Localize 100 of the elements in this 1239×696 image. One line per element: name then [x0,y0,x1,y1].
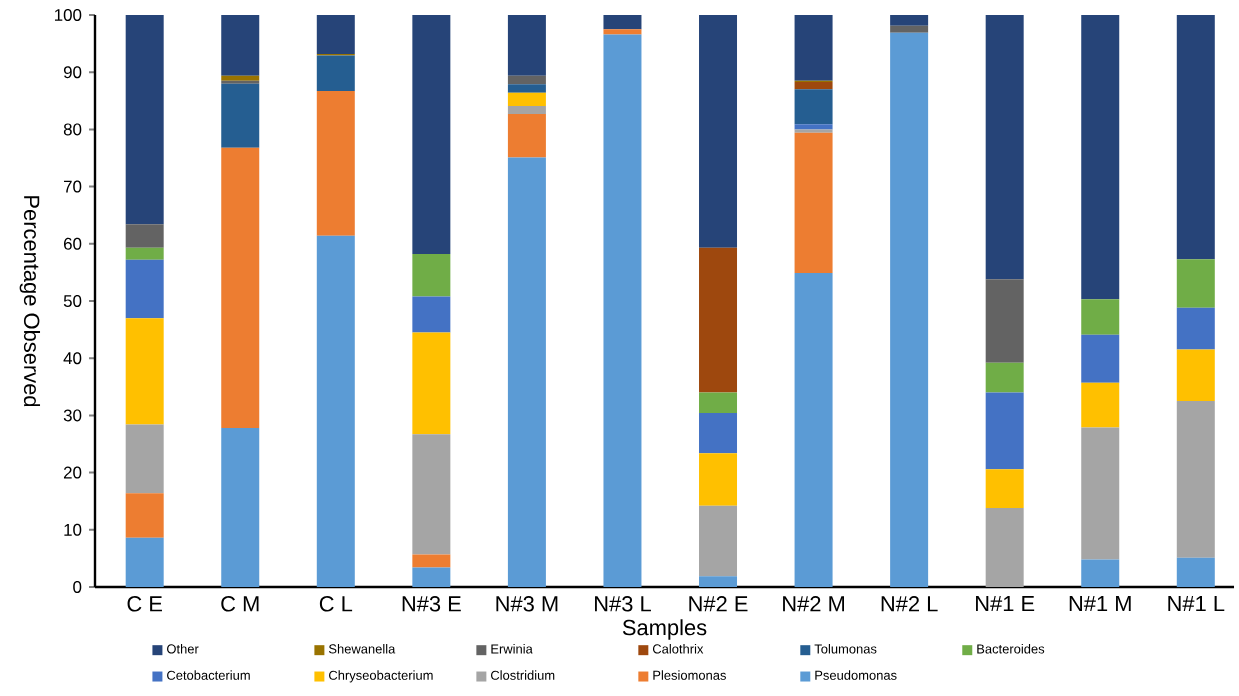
bar [412,554,451,568]
bar [1081,559,1120,587]
x-tick-label: C E [127,596,162,612]
x-tick-label: N#2 L [881,596,938,612]
bar [794,124,833,130]
y-tick-label: 60 [64,237,82,250]
bar [699,576,738,587]
bar [699,413,738,454]
legend-label: Clostridium [491,670,555,680]
bar [985,508,1024,587]
bar [125,14,164,225]
x-tick-label: N#3 M [496,596,558,612]
bar [985,362,1024,393]
bar [412,567,451,587]
y-tick-label: 40 [63,352,82,365]
x-tick-label: C M [221,596,259,612]
bar [1176,401,1215,558]
bar [507,92,546,106]
bar [603,29,642,35]
bar [125,424,164,494]
bar [603,34,642,587]
bar [412,434,451,555]
bar [507,75,546,85]
bar [316,235,355,587]
bar [412,254,451,297]
legend-label: Tolumonas [814,644,877,654]
y-tick-label: 90 [63,66,82,79]
bar [125,318,164,425]
bar [699,14,738,248]
x-tick-label: N#2 M [783,596,844,612]
bar [985,469,1024,509]
y-tick-label: 0 [73,581,82,593]
legend-label: Bacteroides [977,644,1045,654]
bar [1176,307,1215,350]
bar [699,453,738,506]
bar [507,14,546,76]
legend-label: Calothrix [652,644,704,654]
legend-label: Chryseobacterium [329,670,433,683]
bar [221,427,260,587]
x-tick-label: C L [319,596,353,612]
bar [699,392,738,414]
bar [221,80,260,84]
bar [985,392,1024,470]
legend-label: Cetobacterium [167,670,250,680]
bar [221,14,260,76]
x-tick-label: N#2 E [689,596,748,612]
y-tick-label: 80 [63,123,82,136]
legend-label: Erwinia [491,644,533,654]
bar [794,89,833,125]
x-tick-label: N#1 E [976,596,1035,612]
legend-label: Other [167,644,199,654]
bar [1081,427,1120,560]
bar [1081,382,1120,428]
bar [507,113,546,158]
bar [412,14,451,255]
x-tick-label: N#3 L [595,596,651,612]
bar [221,75,260,81]
bar [316,55,355,92]
bar [603,14,642,30]
bar [1176,349,1215,402]
bar [125,247,164,260]
x-axis-title: Samples [622,619,707,640]
y-tick-label: 20 [63,466,82,479]
bar [890,25,929,33]
bar [1081,14,1120,300]
bar [507,157,546,587]
bar [1081,299,1120,335]
y-tick-label: 50 [63,295,82,307]
bar [985,279,1024,363]
y-tick-label: 30 [63,409,82,422]
bar [1176,14,1215,260]
bar [794,272,833,587]
bar [794,129,833,133]
bar [125,493,164,538]
bar [699,247,738,393]
bar [412,332,451,435]
bar [699,505,738,577]
bar [125,259,164,319]
x-tick-label: N#1 L [1168,596,1225,612]
legend-label: Plesiomonas [653,670,726,680]
legend-label: Shewanella [328,644,396,654]
bar [507,84,546,93]
bar [890,14,929,26]
x-tick-label: N#3 E [402,596,461,612]
x-tick-label: N#1 M [1069,596,1131,612]
bar [890,32,929,587]
bar [125,537,164,587]
bar [794,132,833,273]
bar [125,224,164,248]
bar [1176,557,1215,587]
bar [1176,259,1215,308]
bar [221,147,260,428]
bar [985,14,1024,280]
bar [1081,334,1120,383]
y-tick-label: 10 [64,523,82,536]
bar [412,296,451,333]
bar [794,14,833,81]
y-tick-label: 100 [54,9,82,21]
bar [316,14,355,54]
bar [221,83,260,148]
